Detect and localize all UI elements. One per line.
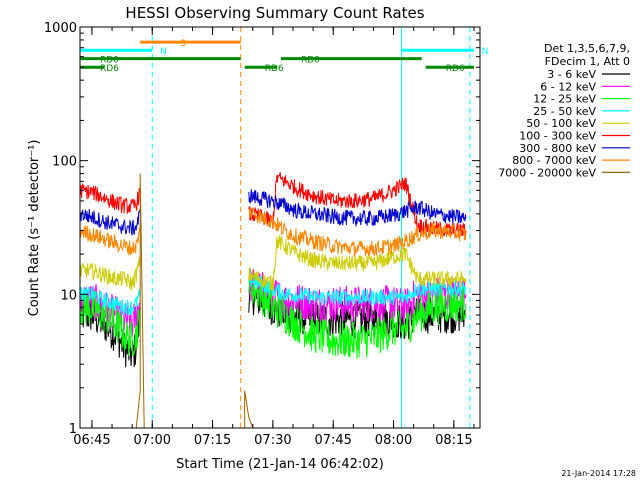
y-axis-label: Count Rate (s⁻¹ detector⁻¹) xyxy=(27,140,42,317)
legend-header-0: Det 1,3,5,6,7,9, xyxy=(544,42,630,55)
legend-entry-1: 6 - 12 keV xyxy=(540,80,596,93)
flag-label-6: RD6 xyxy=(265,64,284,74)
series-line-4-segment-0 xyxy=(80,256,141,291)
legend-entry-4: 50 - 100 keV xyxy=(526,117,596,130)
x-tick-label-2: 07:15 xyxy=(194,433,231,448)
flag-label-7: RD6 xyxy=(446,64,465,74)
series-line-7-segment-0 xyxy=(80,223,141,256)
series-line-8-segment-1 xyxy=(244,390,254,428)
series-line-2-segment-1 xyxy=(248,267,467,359)
legend-entry-2: 12 - 25 keV xyxy=(533,93,596,106)
legend-entry-0: 3 - 6 keV xyxy=(547,68,596,81)
axes: 1 10 100 1000 06:45 07:00 07:15 07:30 07:45 08:00… xyxy=(44,21,480,448)
series-lines xyxy=(80,172,467,428)
series-line-4-segment-1 xyxy=(248,234,467,291)
plot-frame xyxy=(79,26,481,429)
x-tick-label-1: 07:00 xyxy=(134,433,171,448)
x-tick-label-0: 06:45 xyxy=(73,433,110,448)
series-line-8-segment-0 xyxy=(135,173,145,428)
x-tick-label-5: 08:00 xyxy=(375,433,412,448)
x-tick-label-4: 07:45 xyxy=(314,433,351,448)
flag-label-2: N xyxy=(482,47,489,57)
y-tick-label-1: 10 xyxy=(60,288,77,303)
x-tick-label-6: 08:15 xyxy=(435,433,472,448)
y-tick-label-3: 1000 xyxy=(44,21,77,36)
flag-label-1: N xyxy=(160,47,167,57)
flag-label-3: RD0 xyxy=(100,56,119,66)
y-tick-label-2: 100 xyxy=(52,155,77,170)
legend-header-1: FDecim 1, Att 0 xyxy=(545,55,630,68)
legend-entry-7: 800 - 7000 keV xyxy=(512,154,596,167)
x-tick-label-3: 07:30 xyxy=(254,433,291,448)
series-line-5-segment-1 xyxy=(248,172,467,239)
x-axis-label: Start Time (21-Jan-14 06:42:02) xyxy=(176,457,384,472)
flag-label-5: RD6 xyxy=(100,64,119,74)
series-line-2-segment-0 xyxy=(80,289,141,357)
series-line-3-segment-1 xyxy=(248,271,467,307)
footer-date: 21-Jan-2014 17:28 xyxy=(561,469,636,478)
series-line-7-segment-1 xyxy=(248,206,467,259)
legend: Det 1,3,5,6,7,9,FDecim 1, Att 03 - 6 keV… xyxy=(498,42,630,179)
legend-entry-8: 7000 - 20000 keV xyxy=(498,166,596,179)
legend-entry-3: 25 - 50 keV xyxy=(533,105,596,118)
legend-entry-5: 100 - 300 keV xyxy=(519,130,596,143)
y-tick-label-0: 1 xyxy=(69,422,77,437)
flag-label-4: RD0 xyxy=(301,56,320,66)
series-line-3-segment-0 xyxy=(80,286,141,316)
series-line-5-segment-0 xyxy=(80,183,141,214)
series-line-6-segment-0 xyxy=(80,208,141,236)
chart-title: HESSI Observing Summary Count Rates xyxy=(125,4,424,22)
legend-entry-6: 300 - 800 keV xyxy=(519,142,596,155)
series-line-6-segment-1 xyxy=(248,189,467,227)
flag-label-0: S xyxy=(180,39,186,49)
